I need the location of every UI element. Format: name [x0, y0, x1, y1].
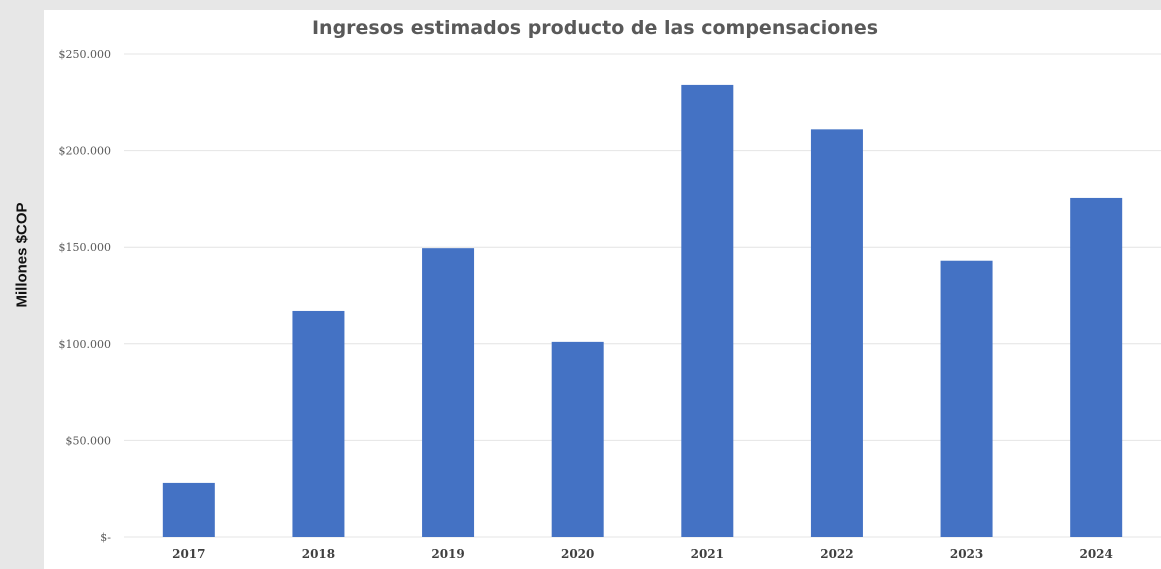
y-axis-label-area: Millones $COP	[0, 0, 44, 569]
x-tick-label: 2023	[950, 547, 983, 561]
y-tick-label: $250.000	[59, 48, 112, 61]
y-tick-label: $100.000	[59, 338, 112, 351]
y-tick-label: $-	[100, 531, 111, 544]
bar-2023	[940, 260, 993, 537]
x-tick-labels: 2017 2018 2019 2020 2021 2022 2023 2024	[172, 547, 1113, 561]
x-tick-label: 2021	[691, 547, 724, 561]
x-tick-label: 2020	[561, 547, 594, 561]
bar-2024	[1070, 197, 1123, 537]
bar-2022	[810, 129, 863, 537]
bar-2017	[162, 482, 215, 537]
y-tick-label: $200.000	[59, 145, 112, 158]
x-tick-label: 2018	[302, 547, 335, 561]
bar-2019	[422, 248, 475, 537]
bar-2020	[551, 341, 604, 537]
bars	[162, 84, 1123, 538]
y-tick-labels: $- $50.000 $100.000 $150.000 $200.000 $250.00…	[59, 48, 112, 544]
x-tick-label: 2017	[172, 547, 205, 561]
bar-2018	[292, 310, 345, 537]
bar-chart: Ingresos estimados producto de las compe…	[59, 17, 1161, 561]
bar-2021	[681, 84, 734, 538]
x-tick-label: 2019	[431, 547, 464, 561]
y-tick-label: $50.000	[66, 434, 112, 447]
chart-title: Ingresos estimados producto de las compe…	[312, 17, 878, 39]
x-tick-label: 2022	[820, 547, 853, 561]
plot-panel: Ingresos estimados producto de las compe…	[44, 10, 1161, 569]
gridlines	[124, 53, 1161, 538]
y-axis-label: Millones $COP	[13, 202, 31, 308]
x-tick-label: 2024	[1079, 547, 1112, 561]
y-tick-label: $150.000	[59, 241, 112, 254]
